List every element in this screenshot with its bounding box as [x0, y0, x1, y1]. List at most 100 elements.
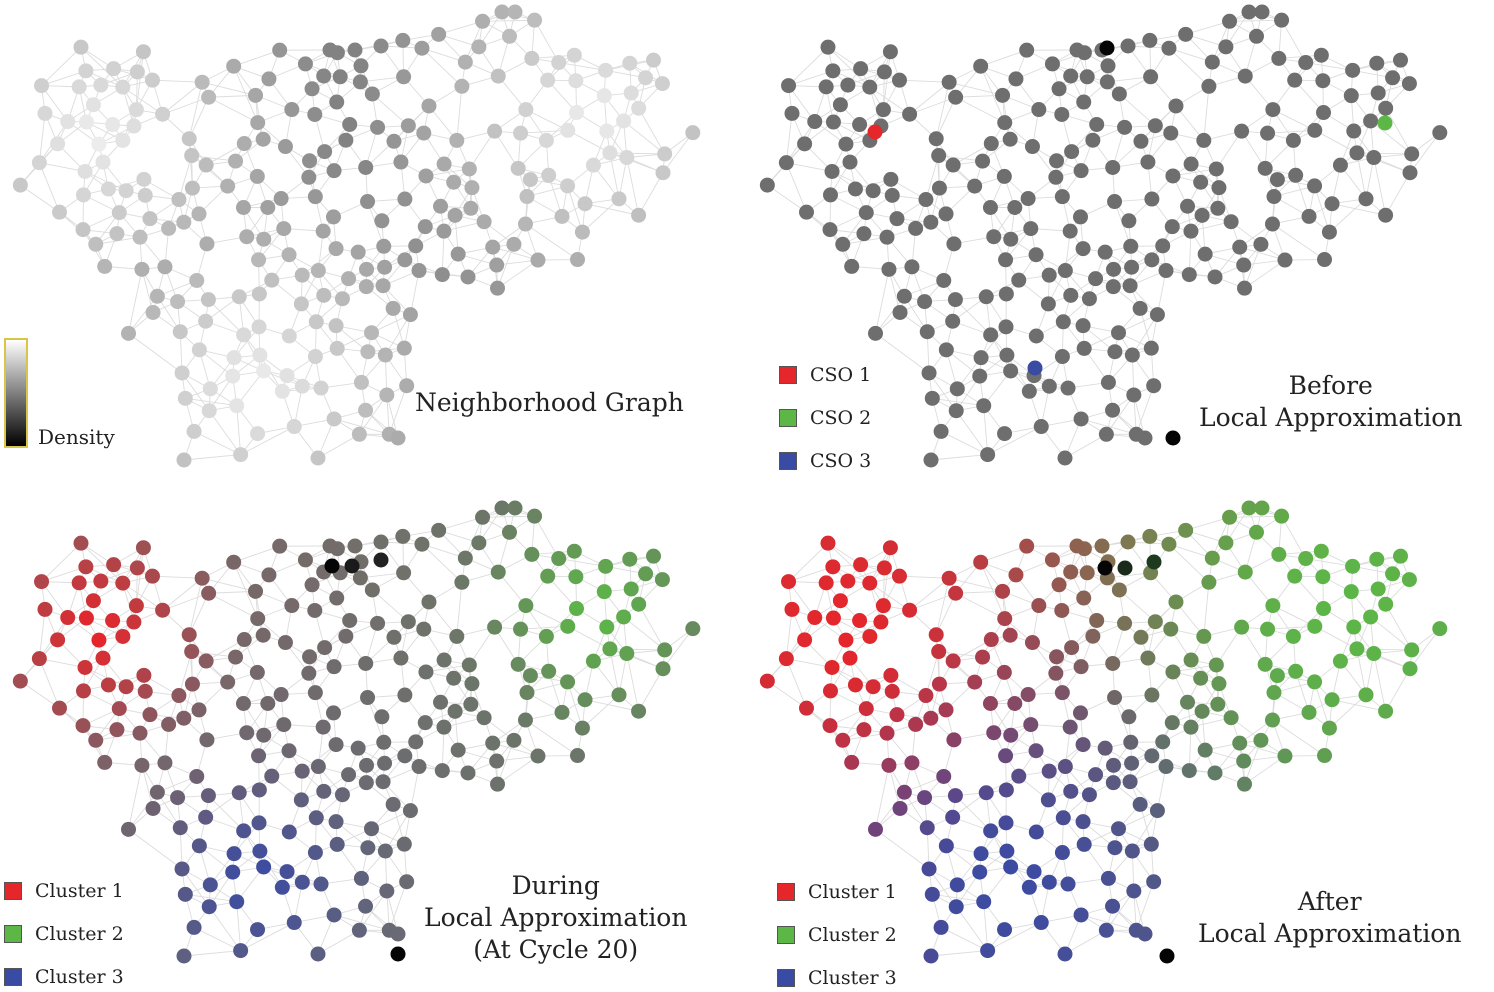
graph-node [304, 81, 320, 97]
graph-edge [208, 592, 258, 620]
graph-node [370, 615, 386, 631]
graph-edge [1370, 120, 1412, 155]
graph-node [1057, 263, 1073, 279]
graph-node [1098, 426, 1114, 442]
graph-node [1124, 347, 1140, 363]
graph-edge [875, 829, 930, 870]
graph-node [619, 646, 635, 662]
graph-node [945, 313, 961, 329]
graph-node [1234, 619, 1250, 635]
graph-node [1100, 870, 1116, 886]
graph-node [50, 632, 66, 648]
graph-node [577, 196, 593, 212]
graph-node [524, 50, 540, 66]
graph-node [1060, 380, 1076, 396]
graph-node [972, 864, 988, 880]
graph-edge [623, 120, 665, 155]
graph-node [1054, 602, 1070, 618]
graph-node [923, 710, 939, 726]
graph-edge [980, 562, 1006, 619]
graph-node [908, 220, 924, 236]
legend-swatch-cso1 [779, 365, 797, 384]
graph-node [980, 943, 996, 959]
graph-edge [1229, 515, 1282, 518]
graph-node [501, 28, 517, 44]
graph-edge [236, 405, 242, 455]
graph-node [464, 180, 480, 196]
graph-edge [497, 755, 539, 785]
graph-node [1158, 759, 1174, 775]
graph-node [75, 222, 91, 238]
graph-node [1094, 538, 1110, 554]
graph-node [1298, 55, 1314, 71]
graph-node [132, 725, 148, 741]
graph-node [341, 271, 357, 287]
graph-node [1076, 340, 1092, 356]
graph-node [360, 194, 376, 210]
graph-node [149, 784, 165, 800]
graph-node [781, 78, 797, 94]
graph-node [784, 105, 800, 121]
highlight-node [1117, 560, 1133, 576]
graph-node [530, 748, 546, 764]
graph-node [109, 226, 125, 242]
graph-node [489, 257, 505, 273]
graph-node [326, 907, 342, 923]
graph-node [844, 258, 860, 274]
graph-node [373, 534, 389, 550]
graph-node [657, 642, 673, 658]
graph-node [1054, 106, 1070, 122]
graph-node [998, 286, 1014, 302]
graph-edge [41, 46, 82, 86]
graph-edge [84, 667, 127, 688]
graph-node [352, 570, 368, 586]
graph-edge [162, 96, 209, 115]
graph-edge [38, 609, 46, 659]
graph-edge [1064, 929, 1107, 955]
graph-node [255, 131, 271, 147]
graph-node [616, 113, 632, 129]
graph-node [938, 838, 954, 854]
graph-edge [1267, 625, 1315, 630]
density-label: Density [38, 425, 115, 449]
graph-node [1007, 199, 1023, 215]
graph-node [923, 948, 939, 964]
graph-node [1073, 907, 1089, 923]
graph-node [569, 601, 585, 617]
graph-node [1055, 314, 1071, 330]
graph-node [631, 703, 647, 719]
graph-node [1236, 753, 1252, 769]
graph-node [106, 557, 122, 573]
graph-edge [955, 906, 989, 951]
graph-node [220, 178, 236, 194]
graph-node [1241, 500, 1257, 516]
graph-node [1201, 78, 1217, 94]
graph-node [1089, 116, 1105, 132]
graph-edge [128, 295, 158, 334]
graph-edge [128, 269, 143, 334]
graph-node [471, 39, 487, 55]
graph-edge [875, 269, 890, 334]
graph-node [798, 700, 814, 716]
graph-node [918, 192, 934, 208]
graph-node [904, 755, 920, 771]
graph-node [1369, 551, 1385, 567]
graph-node [1133, 133, 1149, 149]
graph-node [307, 189, 323, 205]
graph-node [1126, 883, 1142, 899]
graph-node [1358, 191, 1374, 207]
graph-node [1223, 710, 1239, 726]
graph-node [1204, 550, 1220, 566]
graph-node [892, 304, 908, 320]
graph-node [1072, 209, 1088, 225]
graph-edge [928, 372, 957, 412]
graph-edge [497, 740, 515, 785]
graph-node [460, 765, 476, 781]
graph-node [541, 663, 557, 679]
graph-node [297, 56, 313, 72]
legend: Cluster 1 Cluster 2 Cluster 3 [777, 870, 897, 992]
graph-edge [638, 108, 666, 155]
graph-node [1155, 238, 1171, 254]
graph-edge [162, 577, 203, 611]
graph-edge [584, 203, 639, 216]
